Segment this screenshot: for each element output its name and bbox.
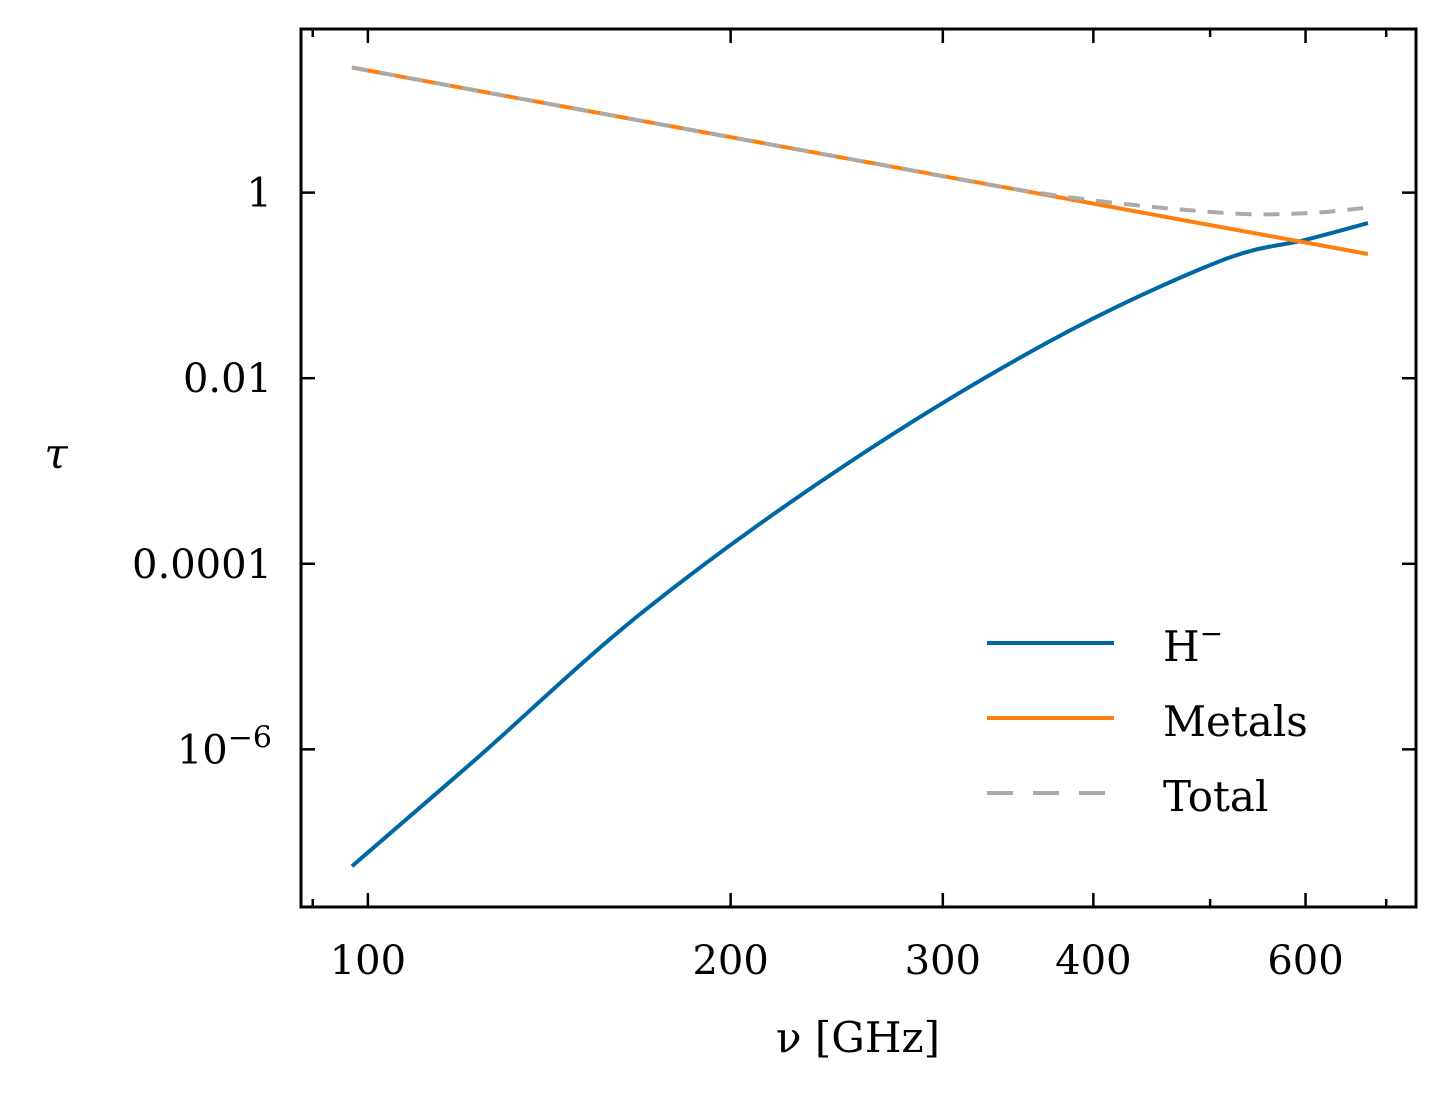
series-line-total: [351, 65, 1369, 217]
y-tick-label: 10−6: [177, 720, 272, 773]
x-tick-label: 300: [905, 938, 981, 984]
y-tick-label: 0.0001: [132, 542, 272, 588]
x-tick-label: 100: [330, 938, 406, 984]
series-layer: [350, 65, 1369, 868]
legend-label: Total: [1163, 772, 1268, 821]
legend: H− Metals Total: [987, 617, 1308, 821]
plot-frame: [299, 27, 1418, 909]
x-tick-label: 400: [1055, 938, 1131, 984]
x-tick-label: 600: [1267, 938, 1343, 984]
legend-item-metals: Metals: [987, 697, 1308, 746]
tick-labels: 100 200 300 400 600 1 0.01 0.0001 10−6: [132, 171, 1344, 984]
legend-item-total: Total: [987, 772, 1268, 821]
x-tick-label: 200: [692, 938, 768, 984]
x-axis-label: ν [GHz]: [776, 1013, 940, 1062]
ticks-layer: [301, 29, 1416, 907]
legend-item-h: H−: [987, 617, 1223, 671]
y-tick-label: 0.01: [183, 356, 272, 402]
legend-label: Metals: [1163, 697, 1308, 746]
y-axis-label: τ: [44, 429, 68, 478]
series-line-h: [350, 221, 1369, 868]
y-tick-label-base: 10: [177, 727, 228, 773]
legend-label: H−: [1163, 617, 1223, 671]
legend-label-text: Total: [1163, 772, 1268, 821]
y-tick-label-exponent: −6: [228, 720, 272, 755]
legend-label-superscript: −: [1200, 617, 1223, 650]
legend-label-text: H: [1163, 622, 1200, 671]
y-tick-label: 1: [247, 171, 272, 217]
legend-label-text: Metals: [1163, 697, 1308, 746]
